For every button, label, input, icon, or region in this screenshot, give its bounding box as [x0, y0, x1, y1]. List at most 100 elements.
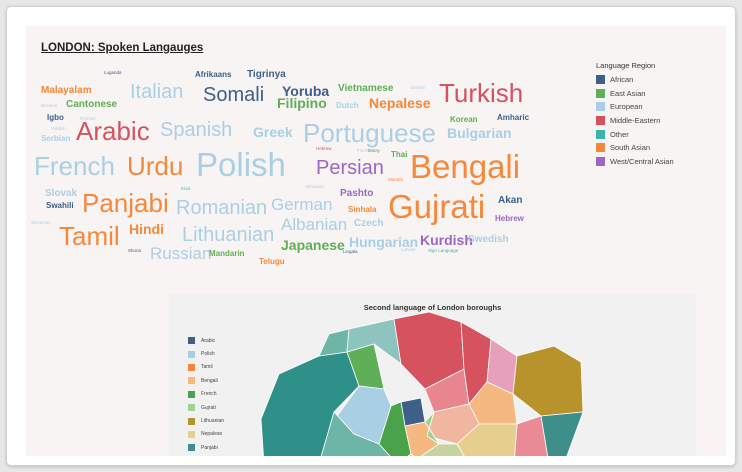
map-legend-swatch [188, 404, 195, 412]
word-tigrinya: Tigrinya [247, 69, 286, 80]
word-yiddish: Yiddish [51, 126, 66, 131]
legend-swatch [596, 75, 605, 85]
map-legend-label: Lithuanian [201, 418, 225, 425]
word-albanian: Albanian [281, 215, 348, 234]
word-filipino: Filipino [277, 95, 327, 111]
map-legend-label: Arabic [201, 337, 216, 344]
legend-swatch [596, 102, 605, 112]
legend-item: African [596, 73, 721, 87]
borough-region [512, 345, 584, 417]
map-legend-item: French [188, 388, 224, 401]
word-malay: Malay [368, 148, 381, 153]
word-russian: Russian [150, 244, 212, 263]
word-luganda: Luganda [104, 70, 122, 75]
map-legend-swatch [188, 337, 195, 345]
map-legend-item: Panjabi [188, 441, 224, 454]
word-greek: Greek [253, 124, 293, 140]
legend-swatch [596, 129, 605, 139]
borough-region [346, 318, 402, 365]
legend-label: African [610, 75, 634, 85]
word-hebrew: Hebrew [495, 214, 524, 223]
word-marathi: Marathi [388, 177, 404, 182]
map-legend-label: Panjabi [201, 444, 218, 451]
word-turkish: Turkish [439, 78, 524, 108]
word-italian: Italian [130, 81, 184, 103]
map-legend-swatch [188, 350, 195, 358]
legend-item: Middle-Eastern [596, 114, 721, 128]
word-japanese: Japanese [281, 237, 345, 253]
map-legend-item: Polish [188, 347, 224, 360]
map-legend-label: Gujrati [201, 404, 216, 411]
word-nepalese: Nepalese [369, 95, 431, 111]
word-sign-language: Sign Language [428, 248, 459, 253]
word-slovenian: Slovenian [31, 220, 51, 225]
word-urdu: Urdu [127, 151, 184, 181]
word-dutch: Dutch [336, 101, 359, 110]
word-bengali: Bengali [410, 148, 521, 185]
word-tamil: Tamil [59, 221, 120, 251]
legend-swatch [596, 143, 605, 153]
legend-item: West/Central Asian [596, 155, 721, 169]
word-arabic: Arabic [76, 116, 150, 146]
legend-label: West/Central Asian [610, 156, 674, 166]
word-cantonese: Cantonese [66, 99, 118, 110]
word-hungarian: Hungarian [349, 234, 419, 250]
map-legend-label: Polish [201, 351, 215, 358]
word-swahili: Swahili [46, 201, 74, 210]
word-romani: Romani [80, 116, 96, 121]
legend-label: Other [610, 129, 629, 139]
word-amharic: Amharic [497, 113, 530, 122]
legend-item: East Asian [596, 87, 721, 101]
word-czech: Czech [354, 218, 384, 229]
legend-label: European [610, 102, 643, 112]
word-akan: Akan [498, 195, 523, 206]
word-bosnian: Bosnian [41, 103, 58, 108]
word-shona: Shona [128, 248, 142, 253]
map-legend-item: Lithuanian [188, 414, 224, 427]
map-legend-label: Nepalese [201, 431, 223, 438]
legend-item: European [596, 100, 721, 114]
map-legend-label: Bengali [201, 377, 218, 384]
legend-label: Middle-Eastern [610, 116, 661, 126]
borough-region [424, 411, 440, 445]
word-serbian: Serbian [41, 134, 71, 143]
borough-region [407, 453, 415, 456]
borough-region [540, 411, 584, 456]
map-legend-label: French [201, 391, 217, 398]
word-finnish: Finnish [357, 148, 372, 153]
word-slovak: Slovak [45, 188, 78, 199]
map-legend-item: Tamil [188, 361, 224, 374]
word-persian: Persian [316, 157, 384, 179]
word-telugu: Telugu [259, 257, 285, 266]
map-legend: Arabic Polish Tamil Bengali French Gujrati Lit… [188, 334, 224, 455]
word-romanian: Romanian [176, 197, 268, 219]
word-panjabi: Panjabi [82, 188, 169, 218]
map-legend-item: Gujrati [188, 401, 224, 414]
legend-swatch [596, 88, 605, 98]
map-title: Second language of London boroughs [363, 303, 502, 312]
word-somali: Somali [203, 84, 265, 106]
map-legend-item: Arabic [188, 334, 224, 347]
map-legend-swatch [188, 363, 195, 371]
word-spanish: Spanish [160, 119, 233, 141]
word-sinhala: Sinhala [348, 205, 377, 214]
word-hindi: Hindi [129, 221, 164, 237]
legend-swatch [596, 156, 605, 166]
map-legend-swatch [188, 377, 195, 385]
borough-region [318, 328, 350, 357]
borough-region [320, 411, 391, 456]
word-portuguese: Portuguese [303, 118, 436, 148]
map-legend-swatch [188, 430, 195, 438]
word-thai: Thai [391, 150, 408, 159]
word-swedish: Swedish [468, 234, 509, 245]
word-cloud: Luganda Afrikaans Tigrinya Yoruba Vietnamese… [26, 26, 586, 288]
map-legend-label: Tamil [201, 364, 213, 371]
borough-region [420, 443, 465, 456]
word-ukrainian: Ukrainian [305, 184, 325, 189]
word-mandarin: Mandarin [209, 249, 245, 258]
word-malayalam: Malayalam [41, 85, 92, 96]
map-legend-item: Bengali [188, 374, 224, 387]
word-igbo: Igbo [47, 113, 64, 122]
borough-region [456, 423, 518, 456]
map-legend-swatch [188, 444, 195, 452]
